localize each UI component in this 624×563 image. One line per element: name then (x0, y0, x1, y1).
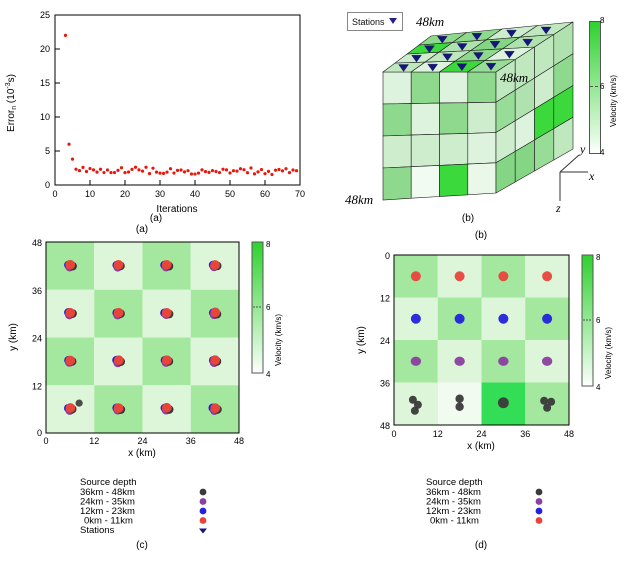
svg-text:48: 48 (234, 436, 244, 446)
svg-text:(d): (d) (475, 540, 487, 551)
svg-text:4: 4 (266, 370, 271, 379)
svg-text:6: 6 (266, 303, 271, 312)
svg-text:y (km): y (km) (356, 326, 367, 354)
svg-text:x (km): x (km) (128, 448, 156, 459)
svg-text:(c): (c) (136, 540, 148, 551)
svg-text:12: 12 (380, 294, 390, 304)
svg-text:0: 0 (391, 429, 396, 439)
svg-text:8: 8 (596, 253, 601, 262)
svg-text:y (km): y (km) (8, 323, 19, 351)
svg-text:48: 48 (380, 421, 390, 431)
svg-text:Velocity (km/s): Velocity (km/s) (604, 327, 613, 379)
svg-text:36: 36 (380, 379, 390, 389)
svg-text:(a): (a) (136, 224, 148, 235)
svg-text:0km - 11km: 0km - 11km (430, 516, 479, 527)
svg-text:x (km): x (km) (467, 441, 495, 452)
svg-text:36: 36 (186, 436, 196, 446)
svg-text:48: 48 (32, 238, 42, 248)
svg-text:0: 0 (37, 428, 42, 438)
svg-text:4: 4 (596, 383, 601, 392)
svg-text:12: 12 (32, 381, 42, 391)
svg-text:24: 24 (137, 436, 147, 446)
svg-text:36: 36 (520, 429, 530, 439)
svg-text:36: 36 (32, 286, 42, 296)
svg-text:(b): (b) (475, 230, 487, 241)
svg-text:24: 24 (380, 336, 390, 346)
svg-text:12: 12 (89, 436, 99, 446)
svg-text:48: 48 (564, 429, 574, 439)
svg-text:24: 24 (32, 334, 42, 344)
svg-text:24: 24 (476, 429, 486, 439)
svg-text:6: 6 (596, 316, 601, 325)
svg-text:0: 0 (43, 436, 48, 446)
svg-text:Velocity (km/s): Velocity (km/s) (274, 314, 283, 366)
svg-text:0: 0 (385, 251, 390, 261)
svg-text:Stations: Stations (80, 525, 115, 536)
svg-text:8: 8 (266, 240, 271, 249)
svg-text:12: 12 (433, 429, 443, 439)
